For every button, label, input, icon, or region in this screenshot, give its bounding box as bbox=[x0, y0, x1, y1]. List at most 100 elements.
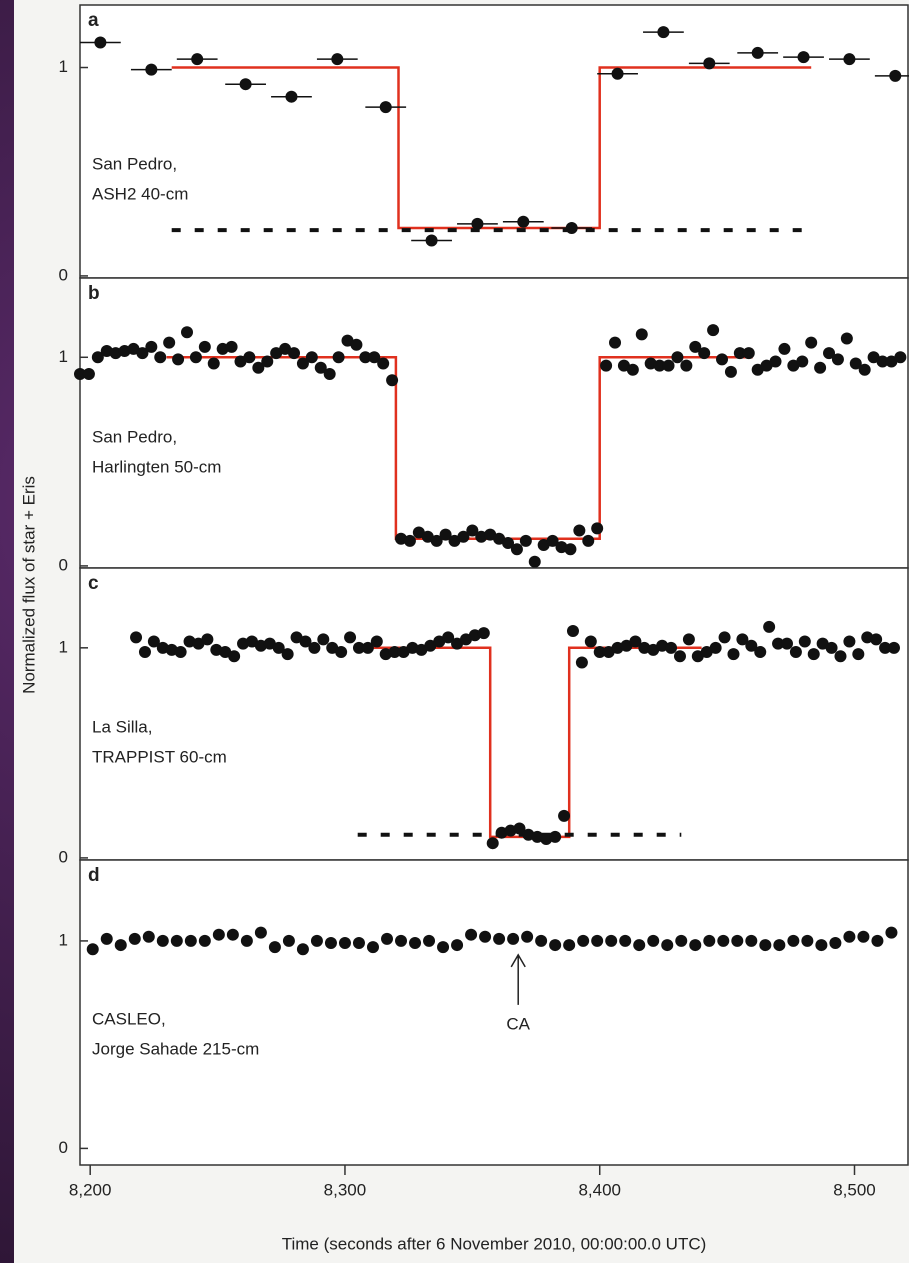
site-label: San Pedro, bbox=[92, 427, 177, 446]
data-point bbox=[823, 347, 836, 360]
data-point bbox=[673, 650, 686, 663]
data-point bbox=[796, 355, 809, 368]
data-point bbox=[352, 641, 365, 654]
data-point bbox=[181, 326, 194, 339]
data-point bbox=[582, 534, 595, 547]
data-point bbox=[894, 351, 907, 364]
plot-frame bbox=[79, 277, 909, 569]
data-point bbox=[653, 359, 666, 372]
data-point bbox=[323, 367, 336, 380]
data-point bbox=[332, 351, 345, 364]
data-point bbox=[611, 67, 624, 80]
data-point bbox=[350, 338, 363, 351]
data-point bbox=[409, 936, 422, 949]
data-point bbox=[226, 928, 239, 941]
data-point bbox=[876, 355, 889, 368]
data-point bbox=[331, 53, 344, 66]
data-point bbox=[815, 939, 828, 952]
data-point bbox=[682, 633, 695, 646]
data-point bbox=[885, 355, 898, 368]
data-point bbox=[680, 359, 693, 372]
data-point bbox=[600, 359, 613, 372]
data-point bbox=[834, 650, 847, 663]
data-point bbox=[439, 528, 452, 541]
data-point bbox=[591, 522, 604, 535]
data-point bbox=[335, 646, 348, 659]
data-point bbox=[885, 926, 898, 939]
data-point bbox=[517, 215, 530, 228]
data-point bbox=[513, 822, 526, 835]
y-tick-label: 1 bbox=[59, 930, 68, 949]
data-point bbox=[647, 643, 660, 656]
data-point bbox=[617, 359, 630, 372]
data-point bbox=[366, 941, 379, 954]
data-point bbox=[465, 928, 478, 941]
data-point bbox=[379, 101, 392, 114]
data-point bbox=[288, 347, 301, 360]
site-label: Harlingten 50-cm bbox=[92, 457, 221, 476]
data-point bbox=[889, 69, 902, 82]
data-point bbox=[733, 347, 746, 360]
data-point bbox=[361, 641, 374, 654]
panel-label: a bbox=[88, 10, 99, 31]
data-point bbox=[268, 941, 281, 954]
site-label: ASH2 40-cm bbox=[92, 184, 188, 203]
data-point bbox=[751, 363, 764, 376]
data-point bbox=[430, 534, 443, 547]
data-point bbox=[296, 943, 309, 956]
data-point bbox=[831, 353, 844, 366]
data-point bbox=[549, 830, 562, 843]
data-point bbox=[546, 534, 559, 547]
data-point bbox=[769, 355, 782, 368]
data-point bbox=[563, 939, 576, 952]
data-point bbox=[745, 934, 758, 947]
data-point bbox=[234, 355, 247, 368]
data-point bbox=[91, 351, 104, 364]
data-point bbox=[184, 934, 197, 947]
data-point bbox=[314, 361, 327, 374]
data-point bbox=[843, 53, 856, 66]
data-point bbox=[787, 359, 800, 372]
data-point bbox=[665, 641, 678, 654]
data-point bbox=[727, 648, 740, 661]
data-point bbox=[326, 641, 339, 654]
data-point bbox=[147, 635, 160, 648]
data-point bbox=[477, 627, 490, 640]
data-point bbox=[593, 646, 606, 659]
data-point bbox=[619, 934, 632, 947]
data-point bbox=[857, 930, 870, 943]
x-tick-label: 8,200 bbox=[69, 1180, 112, 1199]
data-point bbox=[324, 936, 337, 949]
data-point bbox=[871, 934, 884, 947]
data-point bbox=[296, 357, 309, 370]
data-point bbox=[397, 646, 410, 659]
x-axis-title: Time (seconds after 6 November 2010, 00:… bbox=[282, 1234, 707, 1253]
data-point bbox=[573, 524, 586, 537]
panel-label: c bbox=[88, 573, 99, 594]
data-point bbox=[537, 539, 550, 552]
data-point bbox=[605, 934, 618, 947]
data-point bbox=[484, 528, 497, 541]
data-point bbox=[502, 536, 515, 549]
data-point bbox=[225, 340, 238, 353]
panel-label: d bbox=[88, 865, 100, 886]
data-point bbox=[717, 934, 730, 947]
data-point bbox=[849, 357, 862, 370]
data-point bbox=[170, 934, 183, 947]
data-point bbox=[403, 534, 416, 547]
data-point bbox=[219, 646, 232, 659]
data-point bbox=[191, 53, 204, 66]
data-point bbox=[425, 234, 438, 247]
data-point bbox=[466, 524, 479, 537]
data-point bbox=[510, 543, 523, 556]
data-point bbox=[192, 637, 205, 650]
data-point bbox=[282, 934, 295, 947]
data-point bbox=[736, 633, 749, 646]
data-point bbox=[388, 646, 401, 659]
data-point bbox=[887, 641, 900, 654]
data-point bbox=[852, 648, 865, 661]
data-point bbox=[433, 635, 446, 648]
data-point bbox=[128, 932, 141, 945]
data-point bbox=[174, 646, 187, 659]
